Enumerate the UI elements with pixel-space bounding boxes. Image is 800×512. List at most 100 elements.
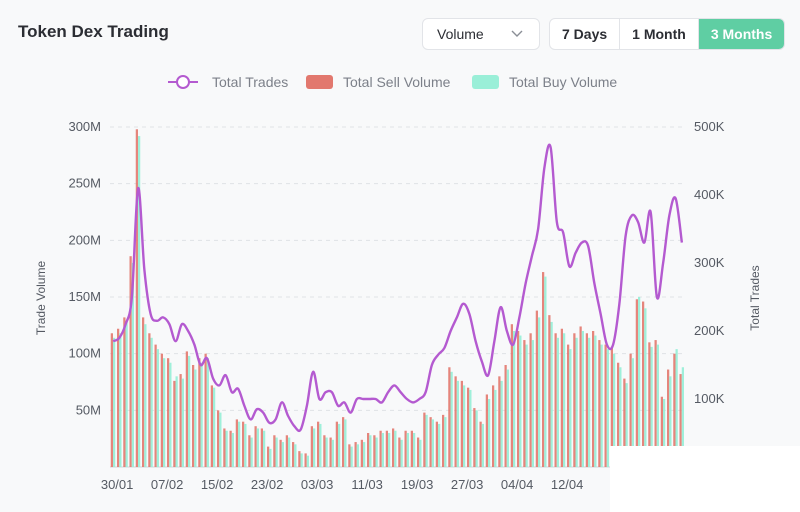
sell-bar	[292, 442, 295, 467]
sell-bar	[317, 421, 320, 467]
sell-bar	[198, 358, 201, 467]
buy-bar	[181, 378, 184, 467]
sell-bar	[367, 433, 370, 467]
sell-bar	[204, 353, 207, 467]
sell-bar	[417, 437, 420, 467]
x-tick-label: 11/03	[351, 477, 383, 492]
sell-bar	[348, 444, 351, 467]
line-marker-icon	[168, 75, 198, 89]
legend-label: Total Trades	[212, 74, 289, 90]
buy-bar	[569, 349, 572, 467]
legend-item-total-buy-volume[interactable]: Total Buy Volume	[472, 74, 617, 90]
buy-bar	[681, 367, 684, 467]
sell-bar	[392, 428, 395, 467]
y-tick-label: 250M	[68, 176, 101, 191]
buy-bar	[163, 358, 166, 467]
sell-bar	[642, 301, 645, 467]
sell-bar	[379, 430, 382, 467]
sell-bar	[160, 353, 163, 467]
volume-bars	[110, 129, 684, 468]
total-trades-line	[112, 143, 684, 432]
sell-bar	[523, 340, 526, 467]
sell-bar	[167, 358, 170, 467]
buy-bar	[313, 428, 316, 467]
y-axis-title-left: Trade Volume	[34, 260, 48, 336]
buy-bar	[144, 324, 147, 467]
sell-bar	[504, 365, 507, 467]
buy-bar	[494, 389, 497, 467]
buy-bar	[113, 337, 116, 467]
x-tick-label: 23/02	[251, 477, 284, 492]
sell-bar	[548, 315, 551, 467]
buy-bar	[463, 385, 466, 467]
sell-bar	[598, 340, 601, 467]
buy-bar	[263, 430, 266, 467]
sell-swatch	[306, 75, 333, 89]
buy-bar	[444, 417, 447, 467]
sell-bar	[279, 439, 282, 467]
sell-bar	[223, 428, 226, 467]
sell-bar	[248, 435, 251, 467]
sell-bar	[623, 378, 626, 467]
sell-bar	[542, 272, 545, 467]
sell-bar	[435, 421, 438, 467]
buy-bar	[625, 383, 628, 467]
buy-bar	[269, 448, 272, 467]
legend-item-total-sell-volume[interactable]: Total Sell Volume	[306, 74, 450, 90]
buy-bar	[531, 340, 534, 467]
buy-bar	[319, 423, 322, 467]
buy-bar	[594, 335, 597, 467]
left-axis-ticks: 50M 100M 150M 200M 250M 300M	[68, 119, 101, 417]
buy-bar	[619, 367, 622, 467]
buy-bar	[631, 358, 634, 467]
sell-bar	[217, 410, 220, 467]
buy-bar	[406, 433, 409, 467]
range-1-month-button[interactable]: 1 Month	[620, 19, 699, 49]
buy-bar	[669, 376, 672, 467]
buy-bar	[506, 369, 509, 467]
sell-bar	[310, 426, 313, 467]
buy-bar	[238, 421, 241, 467]
y2-tick-label: 100K	[694, 391, 725, 406]
sell-bar	[492, 385, 495, 467]
metric-select[interactable]: Volume	[422, 18, 540, 50]
buy-bar	[350, 446, 353, 467]
sell-bar	[473, 408, 476, 467]
sell-bar	[335, 421, 338, 467]
sell-bar	[423, 412, 426, 467]
sell-bar	[148, 333, 151, 467]
range-3-months-button[interactable]: 3 Months	[698, 19, 785, 49]
buy-bar	[156, 349, 159, 467]
sell-bar	[667, 369, 670, 467]
buy-bar	[513, 331, 516, 467]
buy-bar	[288, 437, 291, 467]
buy-bar	[306, 455, 309, 467]
sell-bar	[235, 419, 238, 467]
range-7-days-button[interactable]: 7 Days	[550, 19, 621, 49]
sell-bar	[360, 439, 363, 467]
buy-bar	[663, 399, 666, 467]
sell-bar	[373, 435, 376, 467]
sell-bar	[123, 317, 126, 467]
buy-bar	[556, 337, 559, 467]
chevron-down-icon	[511, 30, 523, 37]
buy-bar	[656, 344, 659, 467]
buy-bar	[613, 353, 616, 467]
y-tick-label: 150M	[68, 289, 101, 304]
sell-bar	[210, 385, 213, 467]
buy-bar	[563, 333, 566, 467]
buy-bar	[125, 321, 128, 467]
y-tick-label: 300M	[68, 119, 101, 134]
buy-bar	[119, 333, 122, 467]
sell-bar	[254, 426, 257, 467]
legend-item-total-trades[interactable]: Total Trades	[168, 74, 288, 90]
buy-bar	[131, 263, 134, 467]
sell-bar	[323, 435, 326, 467]
x-tick-label: 15/02	[201, 477, 234, 492]
sell-bar	[485, 394, 488, 467]
buy-bar	[588, 337, 591, 467]
sell-bar	[529, 333, 532, 467]
legend-label: Total Sell Volume	[343, 74, 451, 90]
buy-bar	[375, 437, 378, 467]
sell-bar	[660, 396, 663, 467]
